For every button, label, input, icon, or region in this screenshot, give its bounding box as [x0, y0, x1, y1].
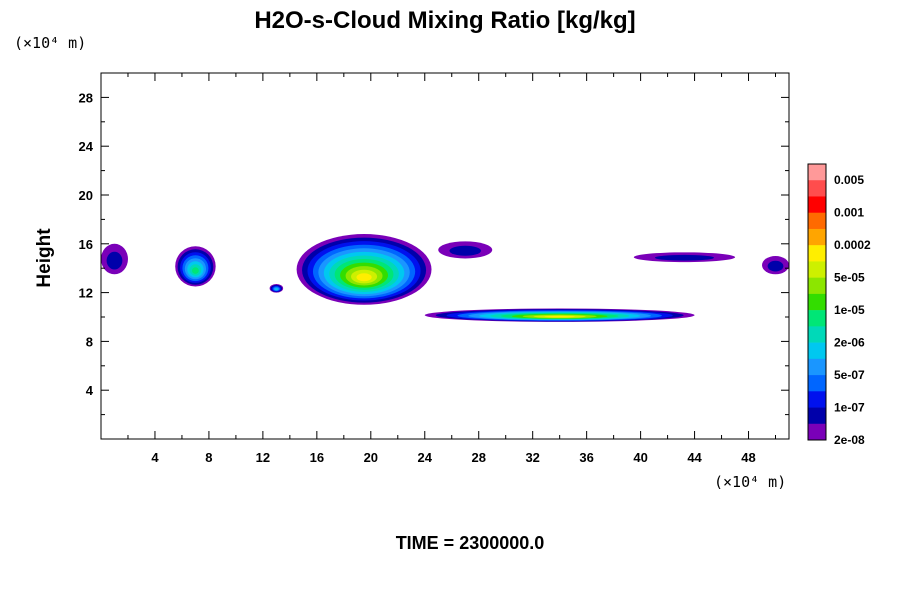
- colorbar-swatch: [808, 293, 826, 311]
- colorbar-swatch: [808, 228, 826, 246]
- y-scale-label: (×10⁴ m): [14, 34, 86, 52]
- x-scale-label: (×10⁴ m): [714, 473, 786, 491]
- colorbar-swatch: [808, 310, 826, 327]
- cloud-region: [633, 252, 736, 263]
- colorbar-swatch: [808, 261, 826, 278]
- y-tick-label: 24: [79, 139, 94, 154]
- y-axis-ticks: 4 8 12 16 20 24 28: [79, 90, 789, 416]
- cloud-contour: [654, 254, 714, 261]
- y-tick-label: 16: [79, 237, 93, 252]
- colorbar-label: 0.0002: [834, 238, 871, 252]
- cloud-contour: [767, 260, 784, 272]
- cloud-contour: [192, 267, 199, 274]
- colorbar-legend: 0.005 0.001 0.0002 5e-05 1e-05 2e-06 5e-07 1e-0…: [807, 163, 871, 447]
- y-tick-label: 20: [79, 188, 93, 203]
- colorbar-swatch: [808, 180, 826, 197]
- cloud-contour: [544, 315, 575, 318]
- colorbar-frame: [807, 163, 827, 441]
- x-tick-label: 24: [418, 450, 433, 465]
- colorbar-label: 5e-07: [834, 368, 865, 382]
- y-tick-label: 8: [86, 334, 93, 349]
- cloud-contour: [106, 251, 123, 270]
- colorbar-swatch: [808, 391, 826, 408]
- cloud-region: [175, 246, 216, 287]
- colorbar-swatch: [808, 407, 826, 425]
- colorbar-swatch: [808, 277, 826, 295]
- colorbar-label: 2e-06: [834, 336, 865, 350]
- cloud-region: [101, 243, 128, 275]
- colorbar-swatch: [808, 423, 826, 441]
- y-axis-label: Height: [34, 228, 55, 288]
- x-tick-label: 20: [364, 450, 378, 465]
- colorbar-label: 1e-07: [834, 401, 865, 415]
- cloud-region: [762, 256, 790, 275]
- colorbar-label: 5e-05: [834, 271, 865, 285]
- x-tick-label: 28: [471, 450, 485, 465]
- colorbar-swatch: [808, 245, 826, 262]
- cloud-region: [296, 234, 432, 305]
- chart-title: H2O-s-Cloud Mixing Ratio [kg/kg]: [254, 7, 635, 34]
- cloud-contour: [449, 245, 481, 256]
- colorbar-label: 2e-08: [834, 433, 865, 447]
- colorbar-label: 0.001: [834, 206, 864, 220]
- y-tick-label: 4: [86, 383, 94, 398]
- colorbar-swatch: [808, 375, 826, 392]
- cloud-region: [269, 284, 284, 293]
- cloud-contour: [356, 273, 372, 282]
- colorbar-label: 0.005: [834, 173, 864, 187]
- plot-frame: [100, 72, 790, 440]
- colorbar-swatch: [808, 358, 826, 376]
- x-tick-label: 48: [741, 450, 755, 465]
- x-tick-label: 40: [633, 450, 647, 465]
- colorbar-swatch: [808, 164, 826, 181]
- colorbar-swatch: [808, 196, 826, 214]
- cloud-field: [101, 234, 790, 322]
- cloud-region: [424, 308, 695, 322]
- y-tick-label: 28: [79, 90, 93, 105]
- x-axis-ticks: 4 8 12 16 20 24 28 32 36 40 44 48: [127, 73, 777, 465]
- cloud-contour: [274, 288, 278, 291]
- time-footer: TIME = 2300000.0: [396, 533, 545, 553]
- cloud-region: [438, 241, 493, 259]
- colorbar-swatch: [808, 342, 826, 360]
- x-tick-label: 44: [687, 450, 702, 465]
- y-tick-label: 12: [79, 286, 93, 301]
- colorbar-label: 1e-05: [834, 303, 865, 317]
- x-tick-label: 16: [310, 450, 324, 465]
- x-tick-label: 32: [525, 450, 539, 465]
- colorbar-swatch: [808, 212, 826, 230]
- x-tick-label: 36: [579, 450, 593, 465]
- colorbar-swatch: [808, 326, 826, 343]
- x-tick-label: 4: [151, 450, 159, 465]
- x-tick-label: 12: [256, 450, 270, 465]
- x-tick-label: 8: [205, 450, 212, 465]
